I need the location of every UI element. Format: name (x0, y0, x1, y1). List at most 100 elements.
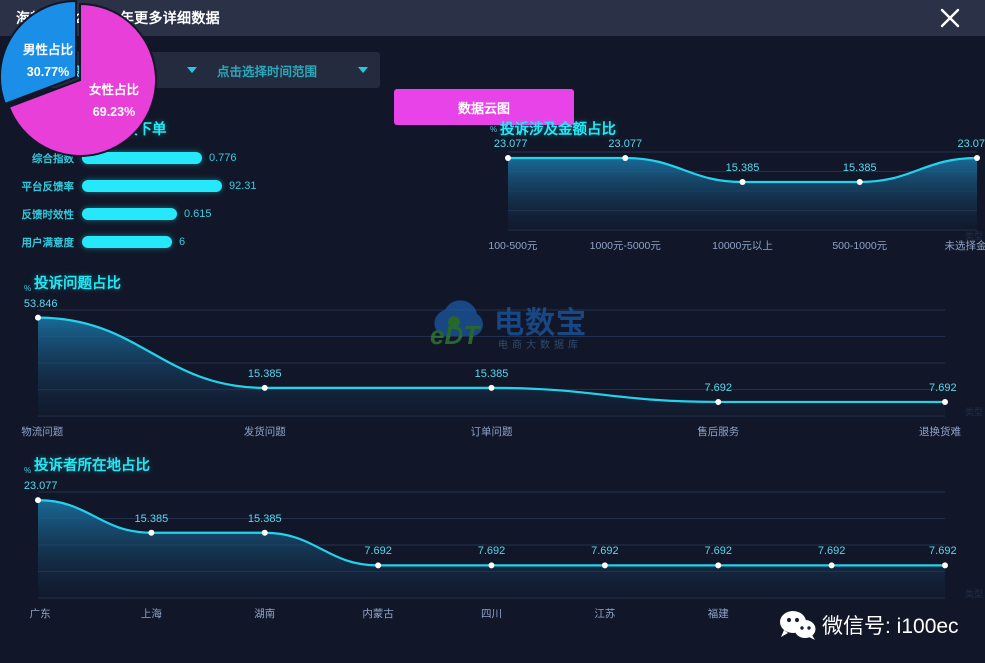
chart-data-point[interactable] (488, 384, 495, 391)
chart-value-label: 7.692 (929, 545, 957, 558)
amount-chart-ylabel: % (490, 125, 498, 134)
chart-data-point[interactable] (148, 529, 155, 536)
chart-x-label: 500-1000元 (832, 240, 888, 252)
chart-data-point[interactable] (942, 562, 948, 569)
chart-value-label: 23.077 (957, 137, 985, 150)
chevron-down-icon (187, 67, 197, 73)
chart-data-point[interactable] (261, 529, 268, 536)
region-chart-title: 投诉者所在地占比 (34, 458, 150, 474)
issue-chart-title: 投诉问题占比 (34, 276, 121, 292)
chart-value-label: 7.692 (591, 545, 619, 558)
complaint-issue-chart: 投诉问题占比 % 类型 53.846 15.385 15.385 7.692 7.692… (0, 272, 985, 444)
chart-x-label: 物流问题 (21, 426, 64, 438)
time-range-select-label: 点击选择时间范围 (217, 64, 318, 79)
data-cloud-button[interactable]: 数据云图 (394, 89, 574, 125)
metric-value: 0.615 (184, 208, 212, 220)
issue-chart-ylabel: % (24, 284, 32, 293)
chevron-down-icon (358, 67, 368, 73)
chart-x-label: 订单问题 (470, 426, 513, 438)
chart-area-fill (508, 157, 977, 230)
chart-x-label: 江苏 (594, 608, 616, 620)
chart-value-label: 15.385 (474, 367, 509, 380)
chart-x-label: 退换货难 (918, 426, 961, 438)
metric-row: 平台反馈率 92.31 (14, 178, 257, 194)
chart-x-label: 发货问题 (243, 426, 286, 438)
chart-value-label: 7.692 (364, 545, 392, 558)
chart-canvas (35, 491, 948, 599)
chart-data-point[interactable] (505, 154, 511, 161)
chart-area-fill (38, 500, 945, 598)
chart-data-point[interactable] (715, 398, 722, 405)
chart-data-point[interactable] (828, 562, 835, 569)
complainant-region-chart: 投诉者所在地占比 % 类型 23.077 15.385 15.385 7.692 7.6… (0, 454, 985, 626)
metric-value: 6 (179, 236, 186, 248)
pie-slice[interactable] (7, 2, 157, 157)
metric-label: 用户满意度 (21, 236, 75, 249)
chart-x-label: 福建 (707, 608, 729, 620)
chart-value-label: 15.385 (247, 512, 282, 525)
chart-data-point[interactable] (375, 562, 382, 569)
pie-slice[interactable] (0, 0, 77, 106)
gender-pie-panel: 男性占比 30.77% 女性占比 69.23% (0, 0, 160, 160)
chart-data-point[interactable] (856, 178, 863, 185)
chart-area-fill (38, 317, 945, 416)
close-icon[interactable] (937, 5, 963, 31)
toolbar: 数据字段 点击选择时间范围 数据云图 (0, 36, 985, 125)
metric-bar (82, 180, 222, 192)
chart-value-label: 7.692 (817, 545, 846, 558)
chart-x-label: 10000元以上 (712, 240, 773, 252)
chart-data-point[interactable] (488, 562, 495, 569)
metric-value: 0.776 (209, 152, 237, 164)
chart-value-label: 23.077 (493, 137, 528, 150)
chart-x-label: 100-500元 (488, 240, 538, 252)
chart-x-label: 上海 (140, 608, 162, 620)
metric-value: 92.31 (229, 180, 257, 192)
chart-data-point[interactable] (715, 562, 722, 569)
metric-bar (82, 152, 202, 164)
chart-data-point[interactable] (739, 178, 746, 185)
chart-value-label: 23.077 (23, 480, 58, 493)
chart-value-label: 23.077 (608, 137, 643, 150)
chart-value-label: 15.385 (725, 161, 760, 174)
chart-data-point[interactable] (974, 154, 980, 161)
amount-chart-xlabel: 类型 (964, 231, 983, 241)
chart-value-label: 15.385 (134, 512, 169, 525)
chart-canvas (35, 309, 948, 417)
chart-x-label: 内蒙古 (362, 608, 394, 620)
amount-share-chart: 投诉涉及金额占比 % 类型 23.077 23.077 15.385 15.385 23… (466, 118, 985, 264)
chart-data-point[interactable] (35, 314, 41, 321)
chart-x-label: 广东 (29, 608, 51, 620)
chart-x-label: 1000元-5000元 (589, 240, 661, 252)
metric-label: 平台反馈率 (21, 180, 75, 193)
chart-value-label: 15.385 (842, 161, 877, 174)
region-chart-xlabel: 类型 (964, 589, 983, 599)
chart-value-label: 7.692 (704, 545, 733, 558)
gender-pie-chart (0, 0, 157, 157)
metric-row: 综合指数 0.776 (14, 150, 237, 166)
chart-value-label: 15.385 (247, 367, 282, 380)
metric-row: 用户满意度 6 (14, 234, 185, 250)
chart-canvas (505, 151, 980, 231)
region-chart-ylabel: % (24, 466, 32, 475)
time-range-select[interactable]: 点击选择时间范围 (209, 52, 380, 88)
chart-x-label: 售后服务 (697, 426, 740, 438)
metric-label: 反馈时效性 (21, 208, 75, 221)
chart-data-point[interactable] (942, 398, 948, 405)
chart-value-label: 53.846 (23, 297, 58, 310)
issue-chart-xlabel: 类型 (964, 407, 983, 417)
metric-row: 反馈时效性 0.615 (14, 206, 212, 222)
chart-data-point[interactable] (622, 154, 629, 161)
metric-label: 综合指数 (32, 152, 74, 165)
chart-data-point[interactable] (601, 562, 608, 569)
amount-chart-title: 投诉涉及金额占比 (500, 122, 616, 138)
metric-bar (82, 208, 177, 220)
metric-bar (82, 236, 172, 248)
chart-data-point[interactable] (35, 497, 41, 504)
chart-x-label: 未选择金额 (944, 240, 985, 252)
chart-value-label: 7.692 (929, 381, 957, 394)
chart-data-point[interactable] (261, 384, 268, 391)
chart-value-label: 7.692 (704, 381, 733, 394)
window-titlebar: 海带宝2021年全年更多详细数据 (0, 0, 985, 36)
chart-value-label: 7.692 (477, 545, 506, 558)
